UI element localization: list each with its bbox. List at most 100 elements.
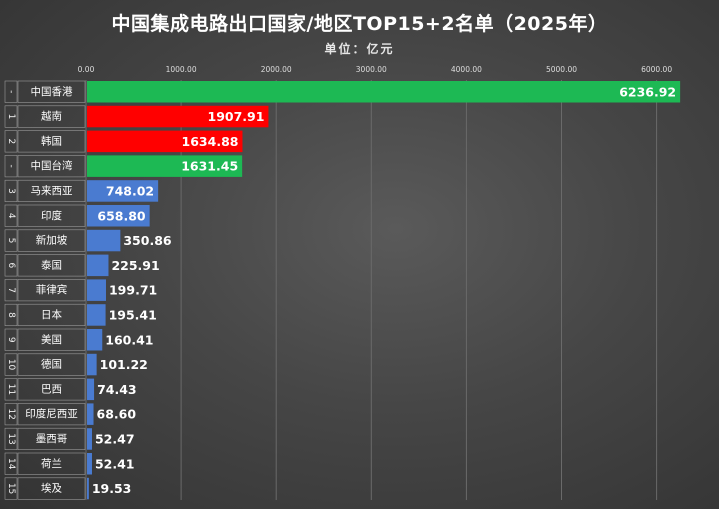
value-label: 68.60 xyxy=(97,407,137,422)
bar xyxy=(87,329,103,351)
rank-cell xyxy=(4,378,18,401)
rank-cell xyxy=(4,303,18,327)
rank-cell xyxy=(4,452,18,475)
value-label: 1907.91 xyxy=(208,109,265,124)
rank-cell xyxy=(4,130,18,153)
x-tick-label: 5000.00 xyxy=(546,65,577,74)
rank-label: 3 xyxy=(6,188,16,194)
bar xyxy=(87,205,150,227)
bar xyxy=(87,254,109,277)
x-axis-ticks: 0.00 1000.00 2000.00 3000.00 4000.00 5000.00 6… xyxy=(78,65,673,74)
value-label: 658.80 xyxy=(97,208,146,223)
category-cell xyxy=(17,477,86,500)
rank-label: 15 xyxy=(6,483,16,494)
category-cell xyxy=(17,328,86,351)
bar xyxy=(87,155,243,177)
x-tick-label: 6000.00 xyxy=(641,65,672,74)
rank-cell xyxy=(4,279,18,302)
rank-cell xyxy=(4,105,18,128)
value-labels: 6236.92 1907.91 1634.88 1631.45 748.02 658.80… xyxy=(92,84,676,496)
category-cell xyxy=(17,204,86,227)
bar xyxy=(87,353,97,376)
rank-label: 8 xyxy=(6,312,16,318)
category-label: 中国台湾 xyxy=(31,159,73,172)
category-label: 泰国 xyxy=(41,258,62,271)
bar xyxy=(87,378,95,401)
category-label: 美国 xyxy=(41,333,62,346)
category-cell xyxy=(17,130,86,153)
bars xyxy=(87,81,681,500)
rank-cell xyxy=(4,427,18,451)
category-label: 印度尼西亚 xyxy=(25,407,78,420)
category-cell xyxy=(17,279,86,302)
rank-label: 5 xyxy=(6,238,16,244)
rank-label: 7 xyxy=(6,287,16,293)
bar xyxy=(87,81,681,103)
bar xyxy=(87,453,92,475)
category-label: 巴西 xyxy=(41,383,62,395)
value-label: 199.71 xyxy=(109,283,157,298)
value-label: 1634.88 xyxy=(182,134,239,149)
value-label: 1631.45 xyxy=(181,159,238,174)
category-cell xyxy=(17,229,86,252)
category-label: 越南 xyxy=(41,110,62,123)
x-tick-label: 2000.00 xyxy=(261,65,292,74)
category-cell xyxy=(17,303,86,327)
x-tick-label: 0.00 xyxy=(78,65,95,74)
category-label: 马来西亚 xyxy=(31,185,73,197)
rank-label: 13 xyxy=(6,433,16,444)
value-label: 74.43 xyxy=(97,382,137,397)
category-cell xyxy=(17,403,86,426)
rank-label: 12 xyxy=(6,408,16,419)
category-label: 墨西哥 xyxy=(36,433,68,445)
rank-cell xyxy=(4,80,18,103)
rank-cell xyxy=(4,477,18,500)
rank-cell xyxy=(4,229,18,252)
rank-cell xyxy=(4,254,18,277)
category-axis: - 中国香港 1 越南 2 韩国 - 中国台湾 3 马来西亚 4 印度 5 新加坡 6 泰国 7 菲律宾 8 日本 9 美… xyxy=(4,80,86,500)
rank-label: 1 xyxy=(6,114,16,120)
chart-title: 中国集成电路出口国家/地区TOP15+2名单（2025年） xyxy=(111,13,608,35)
rank-label: 11 xyxy=(6,384,16,395)
x-tick-label: 4000.00 xyxy=(451,65,482,74)
value-label: 748.02 xyxy=(106,183,154,198)
value-label: 52.41 xyxy=(95,456,135,471)
bar xyxy=(87,428,92,450)
rank-cell xyxy=(4,204,18,227)
bar xyxy=(87,477,89,500)
bar xyxy=(87,229,121,252)
value-label: 350.86 xyxy=(123,233,172,248)
x-tick-label: 3000.00 xyxy=(356,65,387,74)
category-label: 德国 xyxy=(41,358,62,371)
rank-label: - xyxy=(6,90,16,93)
category-label: 韩国 xyxy=(41,134,62,147)
rank-label: 2 xyxy=(6,138,16,144)
value-label: 195.41 xyxy=(109,307,157,322)
rank-cell xyxy=(4,328,18,351)
rank-label: 6 xyxy=(6,262,16,268)
rank-cell xyxy=(4,155,18,178)
value-label: 160.41 xyxy=(105,332,153,347)
rank-cell xyxy=(4,353,18,376)
bar xyxy=(87,130,243,153)
value-label: 6236.92 xyxy=(619,84,676,99)
rank-label: 14 xyxy=(6,458,16,470)
rank-cell xyxy=(4,179,18,202)
chart-subtitle: 单位：亿元 xyxy=(324,42,395,56)
category-label: 印度 xyxy=(41,209,62,222)
value-label: 52.47 xyxy=(95,431,135,446)
category-cell xyxy=(17,452,86,475)
bar xyxy=(87,403,94,425)
category-cell xyxy=(17,427,86,451)
category-label: 新加坡 xyxy=(36,234,68,247)
value-label: 101.22 xyxy=(100,357,148,372)
rank-label: 10 xyxy=(6,359,16,371)
rank-label: - xyxy=(6,165,16,168)
category-cell xyxy=(17,105,86,128)
category-label: 菲律宾 xyxy=(36,283,68,296)
rank-label: 9 xyxy=(6,337,16,343)
category-cell xyxy=(17,254,86,277)
category-label: 埃及 xyxy=(41,482,62,495)
bar xyxy=(87,279,106,301)
